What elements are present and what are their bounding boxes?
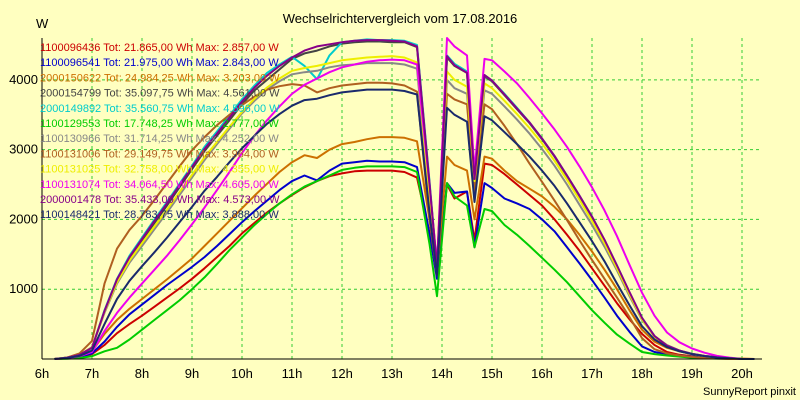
x-tick-label: 20h — [731, 366, 753, 381]
series-line-6 — [54, 165, 755, 360]
x-tick-label: 14h — [431, 366, 453, 381]
x-tick-label: 8h — [135, 366, 149, 381]
series-line-2 — [54, 159, 755, 360]
y-tick-label: 3000 — [9, 142, 38, 157]
y-tick-label: 4000 — [9, 72, 38, 87]
x-tick-label: 16h — [531, 366, 553, 381]
axes: 6h 7h 8h 9h 10h 11h 12h 13h 14h 15h 16h 17h 18h 19h 20… — [9, 38, 762, 381]
chart-title: Wechselrichtervergleich vom 17.08.2016 — [283, 11, 518, 26]
legend-entry-8: 1100131006 Tot: 29.149,75 Wh Max: 3.964,… — [40, 148, 279, 160]
series-line-8 — [54, 81, 755, 360]
legend-entry-7: 1100130966 Tot: 31.714,25 Wh Max: 4.252,… — [40, 133, 279, 145]
x-tick-label: 6h — [35, 366, 49, 381]
legend-entry-3: 2000150622 Tot: 24.984,25 Wh Max: 3.203,… — [40, 72, 280, 84]
x-tick-label: 7h — [85, 366, 99, 381]
x-tick-label: 13h — [381, 366, 403, 381]
legend-entry-6: 1100129553 Tot: 17.748,25 Wh Max: 2.777,… — [40, 118, 279, 130]
x-tick-label: 15h — [481, 366, 503, 381]
y-axis-label: W — [36, 16, 49, 31]
x-tick-label: 18h — [631, 366, 653, 381]
series-line-10 — [54, 37, 755, 360]
x-tick-label: 11h — [282, 366, 303, 381]
series-line-12 — [54, 88, 755, 360]
x-tick-label: 10h — [231, 366, 253, 381]
footer-credit: SunnyReport pinxit — [703, 386, 796, 398]
x-tick-label: 12h — [331, 366, 353, 381]
series-line-11 — [54, 39, 755, 360]
x-tick-label: 17h — [581, 366, 603, 381]
legend-entry-5: 2000149892 Tot: 35.560,75 Wh Max: 4.596,… — [40, 103, 280, 115]
y-tick-label: 1000 — [9, 281, 38, 296]
x-tick-label: 19h — [681, 366, 703, 381]
legend-entry-2: 1100096541 Tot: 21.975,00 Wh Max: 2.843,… — [40, 57, 279, 69]
legend-entry-9: 1100131025 Tot: 32.758,00 Wh Max: 4.355,… — [40, 164, 279, 176]
y-tick-label: 2000 — [9, 211, 38, 226]
legend-entry-1: 1100096436 Tot: 21.865,00 Wh Max: 2.857,… — [40, 42, 279, 54]
legend: 1100096436 Tot: 21.865,00 Wh Max: 2.857,… — [40, 42, 280, 221]
series-lines — [54, 37, 755, 360]
x-tick-label: 9h — [185, 366, 199, 381]
legend-entry-11: 2000001478 Tot: 35.433,00 Wh Max: 4.573,… — [40, 194, 280, 206]
legend-entry-12: 1100148421 Tot: 28.783,75 Wh Max: 3.888,… — [40, 209, 279, 221]
legend-entry-4: 2000154799 Tot: 35.097,75 Wh Max: 4.561,… — [40, 88, 280, 100]
series-line-3 — [54, 136, 755, 360]
legend-entry-10: 1100131074 Tot: 34.064,50 Wh Max: 4.605,… — [40, 179, 279, 191]
